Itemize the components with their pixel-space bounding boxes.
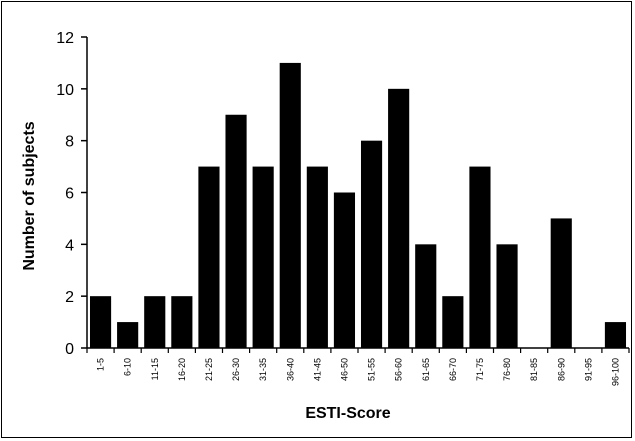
x-tick-label: 96-100: [610, 358, 620, 386]
x-tick-label: 31-35: [258, 358, 268, 381]
x-tick-label: 51-55: [367, 358, 377, 381]
x-tick-label: 11-15: [150, 358, 160, 380]
bar-11-15: [144, 296, 166, 348]
y-tick-label: 4: [65, 237, 74, 254]
bar-16-20: [171, 296, 193, 348]
x-tick-label: 66-70: [448, 358, 458, 381]
x-tick-label: 61-65: [421, 358, 431, 381]
bar-6-10: [117, 322, 139, 348]
x-tick-label: 81-85: [529, 358, 539, 381]
bar-46-50: [333, 192, 356, 348]
bar-56-60: [388, 88, 410, 348]
x-axis: [86, 347, 630, 353]
x-tick-label: 36-40: [285, 358, 295, 381]
bar-51-55: [360, 140, 383, 348]
y-axis: 0 2 4 6 8 10 12: [56, 30, 88, 358]
y-tick-label: 2: [65, 289, 74, 306]
bar-36-40: [279, 62, 301, 349]
x-tick-label: 71-75: [475, 358, 485, 381]
bar-71-75: [469, 166, 491, 348]
bar-1-5: [89, 296, 112, 348]
bar-61-65: [415, 244, 437, 348]
x-tick-label: 21-25: [204, 358, 214, 381]
bar-26-30: [225, 114, 247, 348]
y-tick-label: 12: [56, 30, 74, 47]
y-tick-label: 6: [65, 186, 74, 203]
x-tick-label: 1-5: [96, 358, 106, 371]
bar-41-45: [306, 166, 328, 348]
y-tick-label: 0: [65, 341, 74, 358]
bar-76-80: [496, 244, 518, 348]
bar-21-25: [198, 166, 220, 348]
bar-31-35: [252, 166, 274, 348]
y-tick-label: 10: [56, 82, 74, 99]
x-tick-label: 46-50: [339, 358, 349, 381]
x-tick-label: 26-30: [231, 358, 241, 381]
x-tick-label: 41-45: [312, 358, 322, 381]
bar-66-70: [442, 296, 464, 348]
bars-layer: [89, 62, 627, 349]
bar-96-100: [604, 322, 627, 348]
x-tick-label: 86-90: [556, 358, 566, 381]
bar-86-90: [550, 218, 572, 348]
y-tick-label: 8: [65, 134, 74, 151]
x-tick-label: 16-20: [177, 358, 187, 381]
x-axis-title: ESTI-Score: [305, 405, 390, 422]
x-tick-labels: 1-5 6-10 11-15 16-20 21-25 26-30 31-35 36-40 41-…: [96, 358, 621, 386]
x-tick-label: 76-80: [502, 358, 512, 381]
x-tick-label: 91-95: [583, 358, 593, 381]
x-tick-label: 6-10: [123, 358, 133, 376]
x-tick-label: 56-60: [394, 358, 404, 381]
y-axis-title: Number of subjects: [21, 121, 38, 270]
